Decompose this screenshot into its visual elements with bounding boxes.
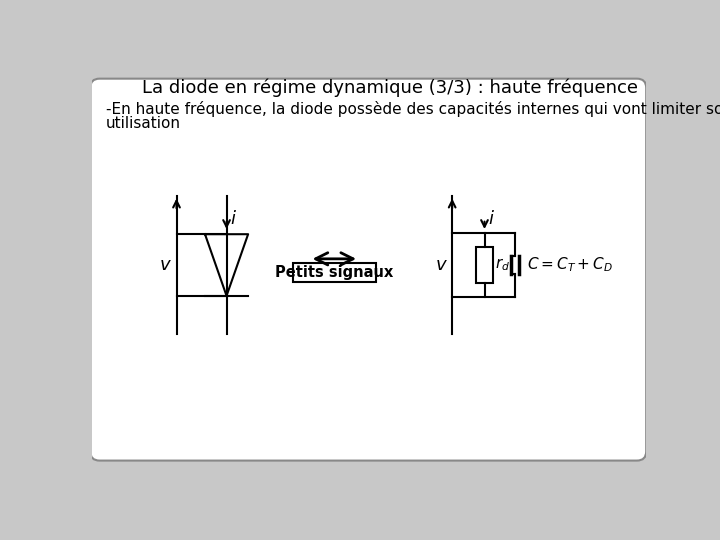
Text: $C = C_T + C_D$: $C = C_T + C_D$ bbox=[527, 255, 613, 274]
Text: v: v bbox=[436, 256, 446, 274]
FancyBboxPatch shape bbox=[90, 79, 647, 461]
Text: Petits signaux: Petits signaux bbox=[275, 265, 393, 280]
Text: La diode en régime dynamique (3/3) : haute fréquence: La diode en régime dynamique (3/3) : hau… bbox=[143, 79, 639, 97]
Text: -En haute fréquence, la diode possède des capacités internes qui vont limiter so: -En haute fréquence, la diode possède de… bbox=[106, 101, 720, 117]
Text: v: v bbox=[160, 256, 170, 274]
Text: utilisation: utilisation bbox=[106, 116, 181, 131]
FancyBboxPatch shape bbox=[293, 264, 376, 282]
Text: $r_d$: $r_d$ bbox=[495, 256, 510, 273]
Text: i: i bbox=[488, 210, 493, 228]
Bar bbox=[476, 247, 493, 283]
Text: i: i bbox=[230, 210, 235, 228]
